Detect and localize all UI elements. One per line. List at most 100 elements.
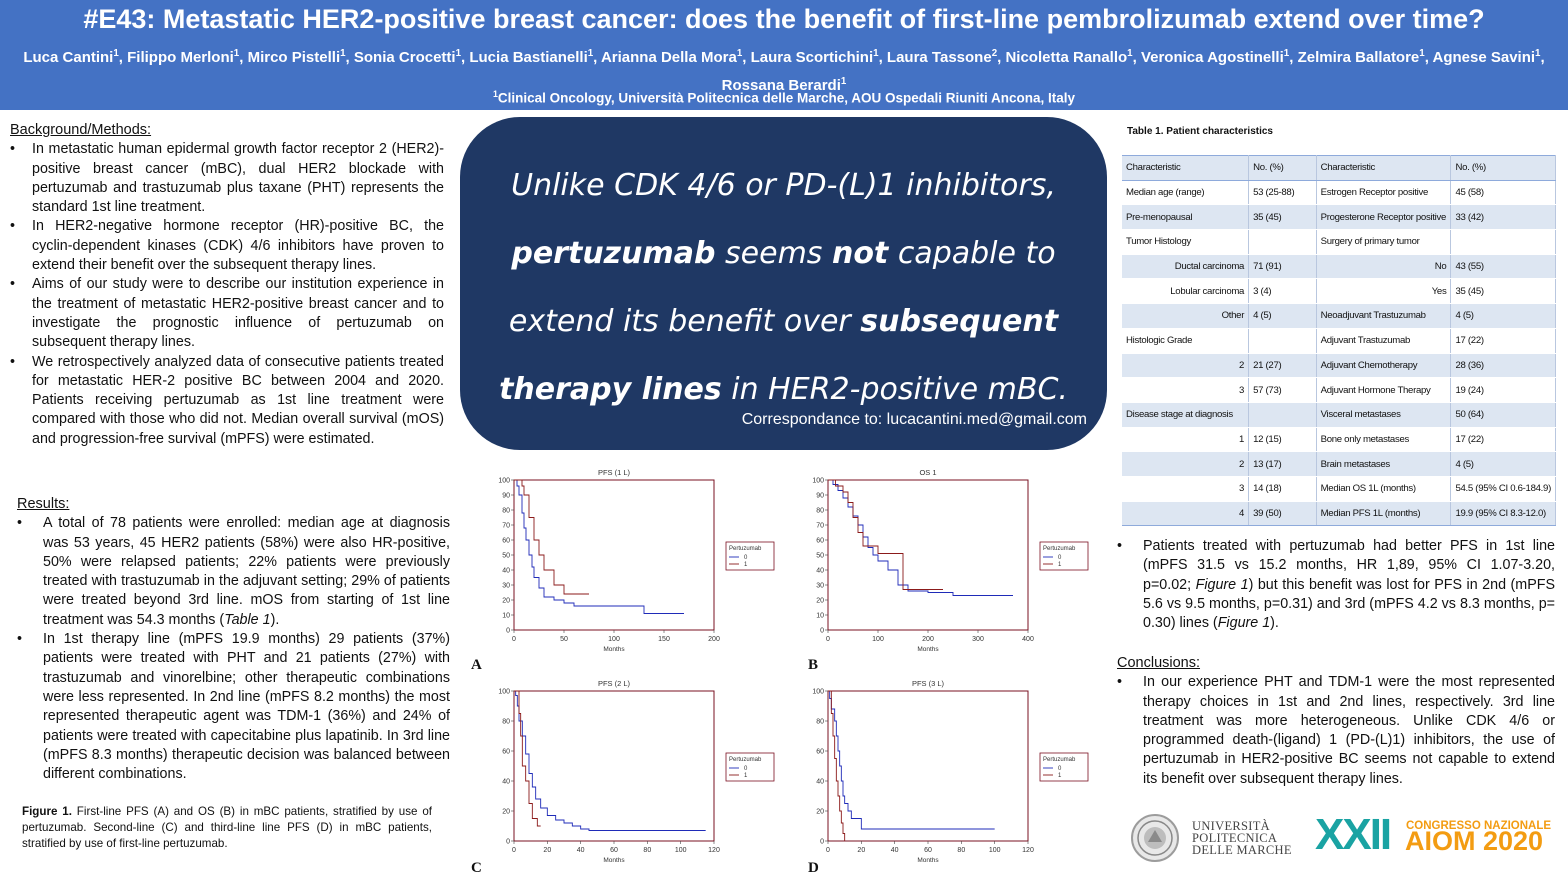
key-message: Unlike CDK 4/6 or PD-(L)1 inhibitors, per… [480, 152, 1087, 424]
x-tick-label: 120 [708, 847, 720, 854]
x-tick-label: 40 [891, 847, 899, 854]
table-cell: 4 [1122, 501, 1250, 527]
x-tick-label: 20 [543, 847, 551, 854]
author: Laura Scortichini1 [750, 48, 879, 66]
author: Zelmira Ballatore1 [1298, 48, 1425, 66]
chart-title: PFS (2 L) [598, 679, 631, 688]
table-cell: 28 (36) [1450, 353, 1556, 379]
affiliation-text: Clinical Oncology, Università Politecnic… [497, 90, 1076, 106]
aiom-logo-subtitle: CONGRESSO NAZIONALE [1406, 820, 1552, 832]
chart-title: OS 1 [919, 468, 936, 477]
table-row: Other 4 (5) Neoadjuvant Trastuzumab 4 (5) [1122, 303, 1556, 329]
table-cell: 17 (22) [1450, 427, 1556, 453]
series-line-0 [828, 690, 995, 830]
author-affiliation-sup: 1 [587, 48, 594, 59]
figure-caption: Figure 1. First-line PFS (A) and OS (B) … [22, 804, 432, 852]
x-tick-label: 200 [922, 636, 934, 643]
author: Lucia Bastianelli1 [469, 48, 594, 66]
key-message-text: seems [715, 236, 832, 271]
table-row: 2 13 (17) Brain metastases 4 (5) [1122, 451, 1556, 477]
table-title: Table 1. Patient characteristics [1127, 126, 1273, 137]
chart-title: PFS (1 L) [598, 468, 631, 477]
right-results-text: ). [1270, 615, 1279, 632]
y-tick-label: 0 [506, 628, 510, 635]
table-cell [1450, 229, 1556, 255]
background-heading: Background/Methods: [10, 122, 152, 138]
y-tick-label: 60 [502, 538, 510, 545]
table-cell: 4 (5) [1450, 451, 1556, 477]
legend-title: Pertuzumab [729, 757, 762, 763]
table-cell: Neoadjuvant Trastuzumab [1316, 303, 1452, 329]
author-name: Laura Scortichini [750, 49, 874, 66]
x-tick-label: 100 [608, 636, 620, 643]
y-tick-label: 10 [502, 613, 510, 620]
chart-pfs-2l: PFS (2 L) 0 20 40 60 80 100 0 20 40 60 80 100 120 Mont… [498, 679, 775, 864]
author: Nicoletta Ranallo1 [1005, 48, 1132, 66]
y-tick-label: 0 [820, 839, 824, 846]
x-tick-label: 80 [957, 847, 965, 854]
author: Filippo Merloni1 [127, 48, 239, 66]
table-row: Ductal carcinoma 71 (91) No 43 (55) [1122, 254, 1556, 280]
conclusions-bullet: In our experience PHT and TDM-1 were the… [1117, 673, 1555, 789]
results-bullet: In 1st therapy line (mPFS 19.9 months) 2… [17, 630, 450, 784]
right-results-bullet: Patients treated with pertuzumab had bet… [1117, 537, 1555, 633]
x-tick-label: 0 [512, 847, 516, 854]
results-text: A total of 78 patients were enrolled: me… [43, 515, 450, 628]
legend-box [725, 752, 775, 782]
table-reference: Table 1 [224, 611, 271, 628]
table-cell: 57 (73) [1248, 377, 1317, 403]
x-tick-label: 100 [872, 636, 884, 643]
table-cell: Progesterone Receptor positive [1316, 204, 1452, 231]
table-cell: 17 (22) [1450, 328, 1556, 354]
table-cell: Adjuvant Trastuzumab [1316, 328, 1452, 354]
figure-caption-label: Figure 1. [22, 805, 72, 818]
table-cell: 14 (18) [1248, 476, 1317, 502]
author: Mirco Pistelli1 [247, 48, 346, 66]
table-header-row: Characteristic No. (%) Characteristic No. (… [1122, 155, 1556, 181]
affiliation-sup: 1 [492, 89, 498, 99]
author-name: Mirco Pistelli [247, 49, 341, 66]
legend-entry: 0 [1058, 766, 1062, 772]
y-tick-label: 90 [502, 493, 510, 500]
author-name: Rossana Berardi [721, 77, 841, 94]
x-tick-label: 60 [924, 847, 932, 854]
y-tick-label: 80 [816, 719, 824, 726]
figure-reference: Figure 1 [1217, 615, 1271, 632]
table-row: 1 12 (15) Bone only metastases 17 (22) [1122, 427, 1556, 453]
conclusions-section: Conclusions: In our experience PHT and T… [1117, 654, 1555, 789]
abstract-id: #E43 [83, 4, 147, 34]
correspondence-email[interactable]: Correspondance to: lucacantini.med@gmail… [741, 411, 1087, 428]
legend-entry: 1 [1058, 562, 1062, 568]
table-row: 4 39 (50) Median PFS 1L (months) 19.9 (95% … [1122, 501, 1556, 527]
table-cell: 13 (17) [1248, 451, 1317, 477]
author: Luca Cantini1 [23, 48, 118, 66]
y-tick-label: 50 [816, 553, 824, 560]
author: Arianna Della Mora1 [601, 48, 742, 66]
author-list: Luca Cantini1, Filippo Merloni1, Mirco P… [23, 48, 1545, 94]
y-tick-label: 20 [816, 598, 824, 605]
table-row: Median age (range) 53 (25-88) Estrogen Rec… [1122, 180, 1556, 206]
right-results-section: Patients treated with pertuzumab had bet… [1117, 537, 1555, 633]
table-cell: Surgery of primary tumor [1316, 229, 1452, 255]
x-tick-label: 0 [826, 847, 830, 854]
x-tick-label: 400 [1022, 636, 1034, 643]
table-row: 3 14 (18) Median OS 1L (months) 54.5 (95% C… [1122, 476, 1556, 502]
aiom-logo-year: AIOM 2020 [1405, 826, 1544, 856]
table-cell: 21 (27) [1248, 353, 1317, 379]
table-cell: 54.5 (95% CI 0.6-184.9) [1450, 476, 1556, 502]
table-cell: 3 (4) [1248, 278, 1317, 305]
key-message-text: Unlike CDK 4/6 or PD-(L)1 inhibitors, [511, 168, 1056, 203]
table-row: Histologic Grade Adjuvant Trastuzumab 17 (… [1122, 328, 1556, 354]
x-tick-label: 20 [857, 847, 865, 854]
results-text: ). [270, 611, 280, 628]
y-tick-label: 60 [502, 749, 510, 756]
x-tick-label: 150 [658, 636, 670, 643]
table-cell: Disease stage at diagnosis [1122, 402, 1250, 428]
background-bullet: In metastatic human epidermal growth fac… [10, 140, 444, 217]
legend-entry: 1 [744, 773, 748, 779]
x-tick-label: 50 [560, 636, 568, 643]
poster-title: #E43: Metastatic HER2-positive breast ca… [0, 4, 1568, 35]
table-cell: 1 [1122, 427, 1250, 453]
author-affiliation-sup: 1 [840, 76, 847, 87]
